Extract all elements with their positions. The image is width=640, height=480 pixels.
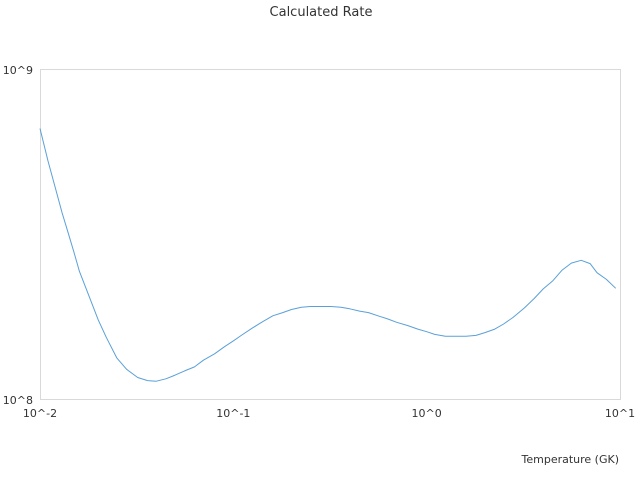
x-axis-label: Temperature (GK) xyxy=(521,453,620,466)
series-group xyxy=(39,128,617,382)
series-line xyxy=(39,128,617,382)
x-tick-label: 10^0 xyxy=(412,407,442,420)
x-tick-label: 10^-2 xyxy=(23,407,57,420)
y-tick-label: 10^8 xyxy=(3,394,33,407)
x-tick-label: 10^1 xyxy=(605,407,635,420)
x-tick-label: 10^-1 xyxy=(216,407,250,420)
y-tick-label: 10^9 xyxy=(3,64,33,77)
plot-area-frame xyxy=(40,69,621,400)
chart-title: Calculated Rate xyxy=(270,5,373,20)
x-axis-ticks: 10^-2 10^-1 10^0 10^1 xyxy=(23,407,635,420)
y-axis-ticks: 10^8 10^9 xyxy=(3,64,33,407)
